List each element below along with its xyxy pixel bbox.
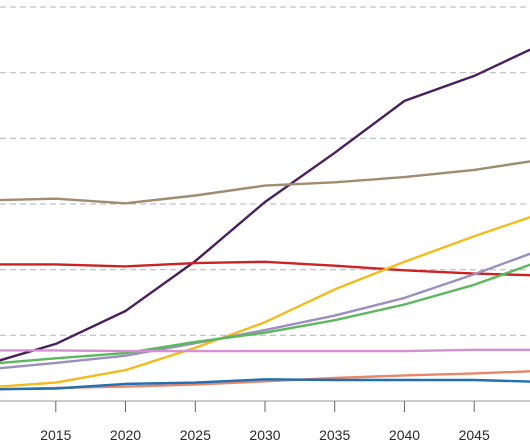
- series-line-5: [0, 252, 530, 370]
- x-tick-label: 2030: [249, 427, 280, 442]
- x-tick-label: 2025: [180, 427, 211, 442]
- series-line-1: [0, 48, 530, 362]
- x-tick-label: 2035: [319, 427, 350, 442]
- grid-lines: [0, 6, 530, 336]
- x-tick-label: 2015: [40, 427, 71, 442]
- x-axis: 2015 2020 2025 2030 2035 2040 2045: [0, 400, 530, 442]
- series-line-6: [0, 263, 530, 365]
- series-line-4: [0, 215, 530, 388]
- x-tick-label: 2020: [110, 427, 141, 442]
- series-line-3: [0, 260, 530, 277]
- series-line-9: [0, 378, 530, 391]
- series-line-7: [0, 348, 530, 353]
- x-tick-label: 2045: [459, 427, 490, 442]
- series-lines: [0, 48, 530, 391]
- series-line-2: [0, 160, 530, 205]
- x-tick-label: 2040: [389, 427, 420, 442]
